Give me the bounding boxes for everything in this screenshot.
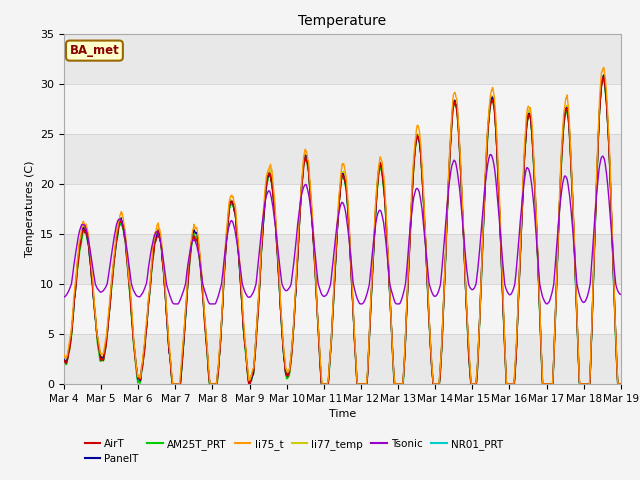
Bar [64, 34, 621, 84]
X-axis label: Time: Time [329, 409, 356, 419]
Bar [64, 134, 621, 184]
Title: Temperature: Temperature [298, 14, 387, 28]
Bar [64, 284, 621, 334]
Bar [64, 234, 621, 284]
Y-axis label: Temperatures (C): Temperatures (C) [24, 160, 35, 257]
Text: BA_met: BA_met [70, 44, 119, 57]
Bar [64, 84, 621, 134]
Bar [64, 334, 621, 384]
Legend: AirT, PanelT, AM25T_PRT, li75_t, li77_temp, Tsonic, NR01_PRT: AirT, PanelT, AM25T_PRT, li75_t, li77_te… [81, 435, 508, 468]
Bar [64, 184, 621, 234]
